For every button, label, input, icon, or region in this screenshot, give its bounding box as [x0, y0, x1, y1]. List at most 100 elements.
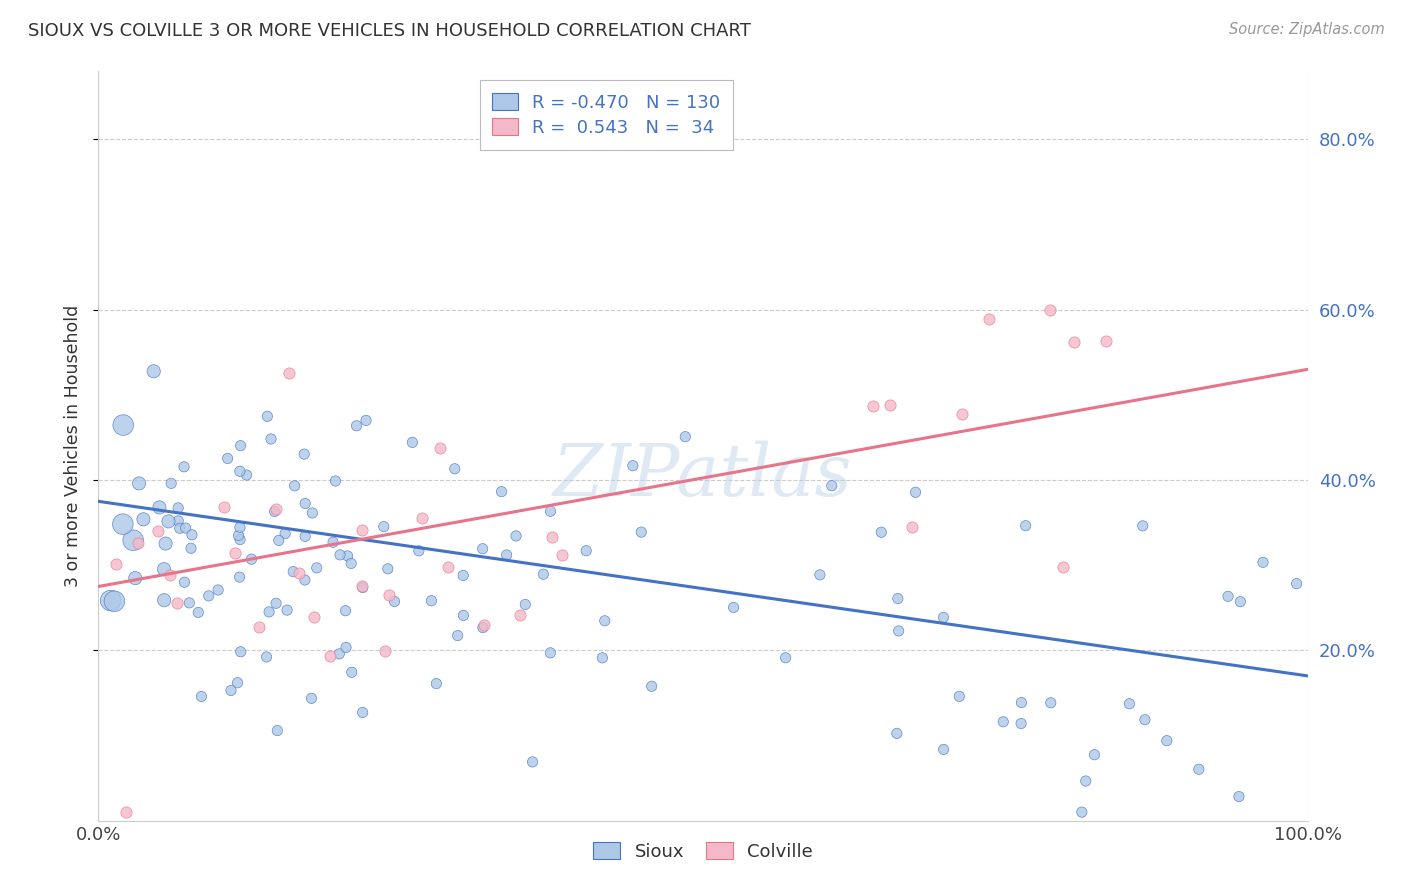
Point — [173, 459, 195, 474]
Point — [471, 621, 494, 635]
Point — [350, 579, 373, 593]
Point — [160, 476, 183, 491]
Point — [932, 610, 955, 624]
Point — [352, 581, 374, 595]
Point — [267, 533, 290, 548]
Point — [541, 530, 564, 544]
Point — [346, 418, 368, 433]
Point — [1285, 576, 1308, 591]
Point — [180, 541, 202, 556]
Point — [264, 596, 287, 610]
Point — [229, 645, 252, 659]
Point — [515, 598, 537, 612]
Point — [132, 512, 155, 526]
Point — [146, 524, 169, 538]
Point — [219, 683, 242, 698]
Point — [294, 496, 316, 510]
Point — [301, 691, 323, 706]
Point — [621, 458, 644, 473]
Point — [167, 514, 190, 528]
Point — [336, 549, 359, 563]
Point — [886, 726, 908, 740]
Point — [640, 679, 662, 693]
Point — [1132, 519, 1154, 533]
Point — [509, 607, 531, 622]
Point — [155, 536, 177, 550]
Point — [228, 570, 250, 584]
Point — [217, 451, 239, 466]
Point — [103, 594, 125, 608]
Point — [292, 447, 315, 461]
Point — [128, 476, 150, 491]
Point — [224, 546, 246, 560]
Point — [540, 504, 562, 518]
Point — [451, 568, 474, 582]
Point — [384, 594, 406, 608]
Point — [122, 533, 145, 548]
Point — [1074, 774, 1097, 789]
Point — [319, 648, 342, 663]
Point — [153, 593, 176, 607]
Text: ZIPatlas: ZIPatlas — [553, 441, 853, 511]
Point — [148, 500, 170, 515]
Point — [226, 675, 249, 690]
Point — [284, 479, 307, 493]
Point — [446, 629, 468, 643]
Point — [247, 620, 270, 634]
Point — [993, 714, 1015, 729]
Point — [350, 523, 373, 537]
Point — [266, 501, 288, 516]
Point — [723, 600, 745, 615]
Point — [1052, 560, 1074, 574]
Point — [673, 430, 696, 444]
Point — [335, 640, 357, 655]
Point — [1156, 733, 1178, 747]
Point — [472, 617, 495, 632]
Point — [181, 528, 204, 542]
Point — [167, 500, 190, 515]
Point — [904, 485, 927, 500]
Point — [531, 567, 554, 582]
Point — [495, 548, 517, 562]
Point — [887, 591, 910, 606]
Point — [491, 484, 513, 499]
Point — [266, 723, 288, 738]
Point — [453, 608, 475, 623]
Point — [124, 571, 146, 585]
Point — [378, 588, 401, 602]
Point — [263, 504, 285, 518]
Point — [373, 519, 395, 533]
Point — [1063, 334, 1085, 349]
Point — [408, 544, 430, 558]
Point — [377, 562, 399, 576]
Point — [471, 541, 494, 556]
Point — [870, 525, 893, 540]
Point — [591, 650, 613, 665]
Point — [340, 557, 363, 571]
Point — [1216, 590, 1239, 604]
Text: SIOUX VS COLVILLE 3 OR MORE VEHICLES IN HOUSEHOLD CORRELATION CHART: SIOUX VS COLVILLE 3 OR MORE VEHICLES IN … — [28, 22, 751, 40]
Point — [593, 614, 616, 628]
Point — [1014, 518, 1036, 533]
Legend: Sioux, Colville: Sioux, Colville — [586, 835, 820, 868]
Point — [229, 464, 252, 478]
Point — [256, 409, 278, 424]
Point — [437, 559, 460, 574]
Point — [900, 520, 922, 534]
Point — [304, 610, 326, 624]
Point — [522, 755, 544, 769]
Point — [1094, 334, 1116, 348]
Point — [420, 593, 443, 607]
Point — [240, 552, 263, 566]
Point — [104, 557, 127, 571]
Point — [952, 407, 974, 421]
Point — [325, 474, 347, 488]
Point — [305, 561, 328, 575]
Point — [276, 603, 298, 617]
Point — [1070, 805, 1092, 819]
Point — [274, 526, 297, 541]
Point — [425, 676, 447, 690]
Point — [207, 582, 229, 597]
Point — [229, 520, 252, 534]
Point — [551, 548, 574, 562]
